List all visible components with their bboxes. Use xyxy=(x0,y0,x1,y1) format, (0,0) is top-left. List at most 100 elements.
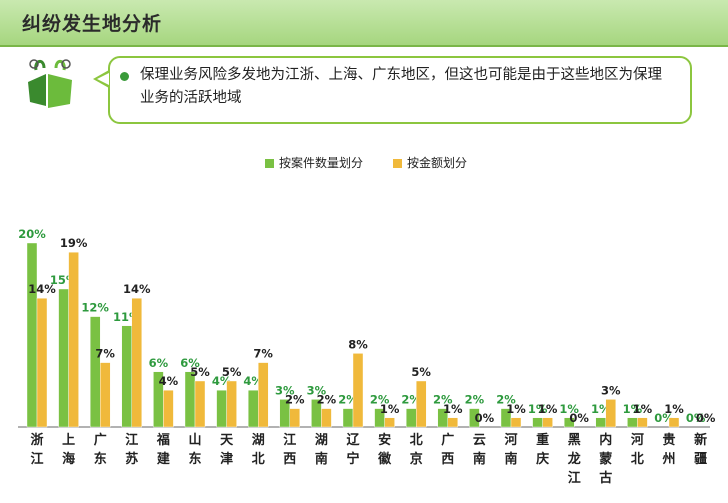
x-tick-label: 古 xyxy=(599,470,612,486)
bar-amount xyxy=(258,362,269,428)
x-tick-label: 西 xyxy=(441,452,454,467)
x-tick-label: 宁 xyxy=(346,451,359,467)
x-tick-label: 京 xyxy=(410,451,423,467)
x-tick-label: 云 xyxy=(473,433,486,448)
x-tick-label: 贵 xyxy=(662,432,675,448)
bar-count xyxy=(58,288,69,428)
data-label-amount: 8% xyxy=(348,337,368,351)
data-label-count: 12% xyxy=(81,301,109,315)
legend-label-2: 按金额划分 xyxy=(407,155,467,170)
x-tick-label: 南 xyxy=(473,451,486,467)
data-label-count: 6% xyxy=(149,356,169,370)
x-tick-label: 苏 xyxy=(125,451,138,467)
x-tick-label: 西 xyxy=(283,452,296,467)
bar-count xyxy=(627,417,638,428)
bar-count xyxy=(184,371,196,428)
x-tick-label: 辽 xyxy=(346,433,360,448)
bar-chart: 按案件数量划分 按金额划分20%14%浙江15%19%上海12%7%广东11%14… xyxy=(18,155,716,486)
data-label-amount: 7% xyxy=(253,347,273,361)
bar-amount xyxy=(605,399,616,428)
bar-amount xyxy=(131,297,143,428)
x-tick-label: 河 xyxy=(504,432,517,448)
x-tick-label: 安 xyxy=(378,432,391,448)
bar-amount xyxy=(668,417,680,428)
data-label-count: 1% xyxy=(559,402,579,416)
x-tick-label: 东 xyxy=(188,451,201,467)
data-label-amount: 5% xyxy=(222,365,242,379)
x-tick-label: 广 xyxy=(94,432,107,448)
data-label-amount: 0% xyxy=(475,411,495,425)
x-tick-label: 庆 xyxy=(535,451,549,467)
data-label-count: 0% xyxy=(686,411,706,425)
header-bar: 纠纷发生地分析 xyxy=(0,0,728,45)
data-label-count: 2% xyxy=(496,393,516,407)
x-tick-label: 江 xyxy=(568,470,581,486)
bar-count xyxy=(469,408,480,428)
x-tick-label: 蒙 xyxy=(599,451,612,467)
x-tick-label: 湖 xyxy=(252,433,265,448)
x-tick-label: 津 xyxy=(220,451,233,467)
data-label-count: 2% xyxy=(465,393,485,407)
header-divider xyxy=(0,45,728,47)
x-tick-label: 北 xyxy=(631,452,644,467)
bullet-icon xyxy=(120,72,129,81)
data-label-count: 3% xyxy=(275,383,295,397)
bar-amount xyxy=(352,353,364,428)
data-label-amount: 14% xyxy=(28,282,56,296)
x-tick-label: 江 xyxy=(30,451,43,467)
x-tick-label: 龙 xyxy=(568,451,581,467)
bar-amount xyxy=(637,417,648,428)
bar-amount xyxy=(321,408,332,428)
bar-count xyxy=(89,316,101,428)
data-label-amount: 1% xyxy=(380,402,400,416)
x-tick-label: 河 xyxy=(631,432,644,448)
data-label-count: 6% xyxy=(180,356,200,370)
x-tick-label: 重 xyxy=(536,432,549,448)
bar-amount xyxy=(416,380,427,428)
legend-swatch-2 xyxy=(393,159,402,168)
x-tick-label: 湖 xyxy=(315,433,328,448)
data-label-amount: 2% xyxy=(317,393,337,407)
data-label-amount: 3% xyxy=(601,383,621,397)
callout-box xyxy=(108,56,692,124)
data-label-count: 2% xyxy=(370,393,390,407)
x-tick-label: 州 xyxy=(661,452,675,467)
x-tick-label: 浙 xyxy=(30,432,43,448)
data-label-amount: 1% xyxy=(664,402,684,416)
x-tick-label: 福 xyxy=(156,432,170,448)
data-label-count: 1% xyxy=(528,402,548,416)
data-label-amount: 4% xyxy=(159,374,179,388)
bar-count xyxy=(121,325,133,428)
bar-count xyxy=(595,417,606,428)
bar-amount xyxy=(447,417,458,428)
data-label-amount: 7% xyxy=(95,347,115,361)
logo-icon xyxy=(28,59,72,108)
bar-amount xyxy=(384,417,395,428)
bar-amount xyxy=(289,408,300,428)
x-tick-label: 江 xyxy=(283,432,296,448)
data-label-amount: 1% xyxy=(633,402,653,416)
data-label-amount: 5% xyxy=(190,365,210,379)
bar-amount xyxy=(194,380,206,428)
data-label-amount: 1% xyxy=(443,402,463,416)
bar-count xyxy=(216,389,227,428)
bar-count xyxy=(564,417,575,428)
x-tick-label: 东 xyxy=(94,451,107,467)
data-label-amount: 1% xyxy=(506,402,526,416)
legend-swatch-1 xyxy=(265,159,274,168)
bar-amount xyxy=(510,417,522,428)
x-tick-label: 北 xyxy=(252,452,265,467)
x-tick-label: 上 xyxy=(62,433,75,448)
x-tick-label: 内 xyxy=(599,432,612,448)
data-label-amount: 5% xyxy=(411,365,431,379)
bar-amount xyxy=(99,362,111,428)
x-tick-label: 广 xyxy=(441,432,454,448)
bar-amount xyxy=(68,251,79,428)
page-title: 纠纷发生地分析 xyxy=(22,13,163,35)
bar-count xyxy=(247,389,259,428)
bar-amount xyxy=(542,417,553,428)
bar-count xyxy=(532,417,543,428)
x-tick-label: 天 xyxy=(220,433,234,448)
data-label-amount: 0% xyxy=(569,411,589,425)
bar-count xyxy=(406,408,417,428)
